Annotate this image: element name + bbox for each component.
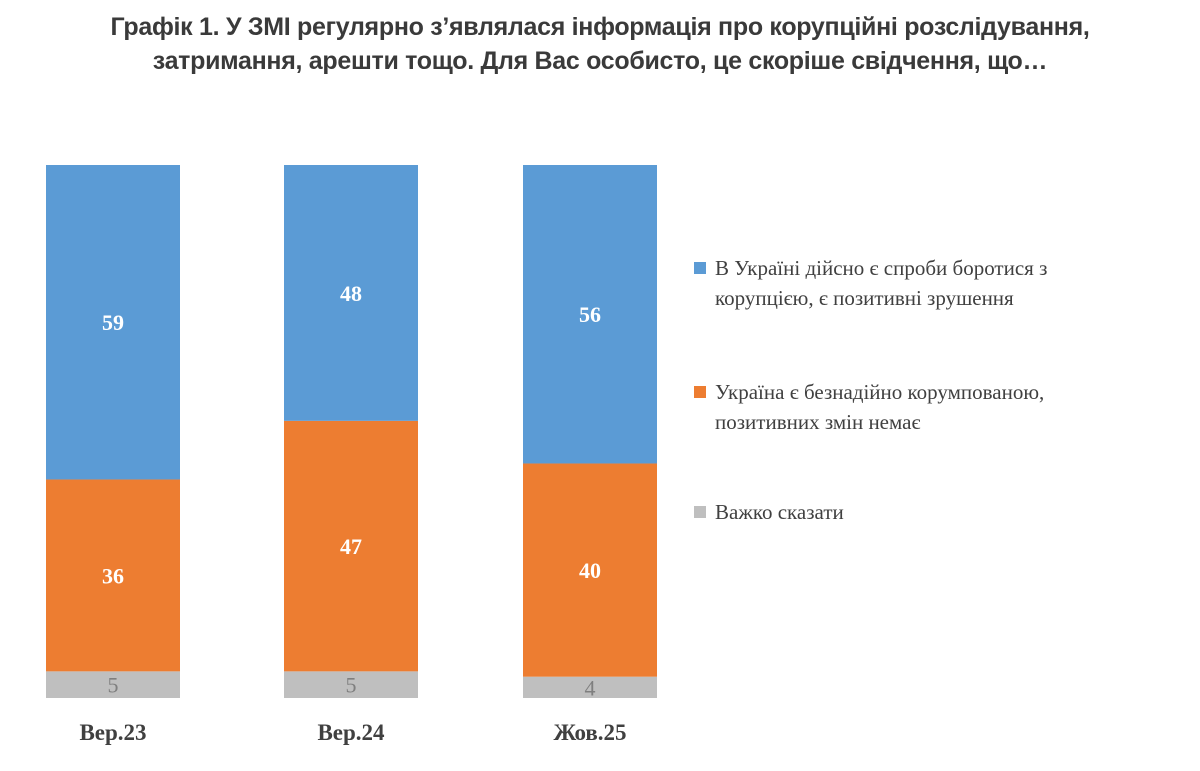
x-tick-label: Вер.24 <box>317 720 385 745</box>
chart-title-line-2: затримання, арешти тощо. Для Вас особист… <box>152 47 1048 75</box>
x-tick-label: Жов.25 <box>553 720 626 745</box>
data-label: 56 <box>579 302 601 327</box>
data-label: 5 <box>346 673 357 698</box>
bar-segment <box>523 165 657 464</box>
bar-segment <box>46 165 180 480</box>
data-label: 4 <box>585 675 596 700</box>
legend-label: позитивних змін немає <box>715 410 921 434</box>
data-label: 47 <box>340 534 362 559</box>
bar-segment <box>523 463 657 677</box>
legend-label: корупцією, є позитивні зрушення <box>715 286 1014 310</box>
data-label: 59 <box>102 310 124 335</box>
bar-segment <box>284 165 418 421</box>
legend-label: Україна є безнадійно корумпованою, <box>715 380 1045 404</box>
bar-segment <box>284 671 418 698</box>
x-tick-label: Вер.23 <box>79 720 146 745</box>
data-label: 48 <box>340 281 362 306</box>
bar-segment <box>46 479 180 672</box>
legend-item-positive: В Україні дійсно є спроби боротися з кор… <box>694 253 1174 313</box>
legend-label: Важко сказати <box>715 500 844 524</box>
legend-swatch-hard-to-say <box>694 506 706 518</box>
bar-segment <box>523 676 657 698</box>
data-label: 5 <box>108 673 119 698</box>
legend-item-corrupt: Україна є безнадійно корумпованою, позит… <box>694 377 1174 437</box>
bar-segment <box>284 420 418 672</box>
legend-label: В Україні дійсно є спроби боротися з <box>715 256 1048 280</box>
bar-segment <box>46 671 180 698</box>
chart-title: Графік 1. У ЗМІ регулярно з’являлася інф… <box>0 10 1200 78</box>
data-label: 36 <box>102 563 124 588</box>
legend-swatch-corrupt <box>694 386 706 398</box>
legend-item-hard-to-say: Важко сказати <box>694 497 1174 527</box>
chart-title-line-1: Графік 1. У ЗМІ регулярно з’являлася інф… <box>110 13 1090 41</box>
data-label: 40 <box>579 558 601 583</box>
legend-swatch-positive <box>694 262 706 274</box>
